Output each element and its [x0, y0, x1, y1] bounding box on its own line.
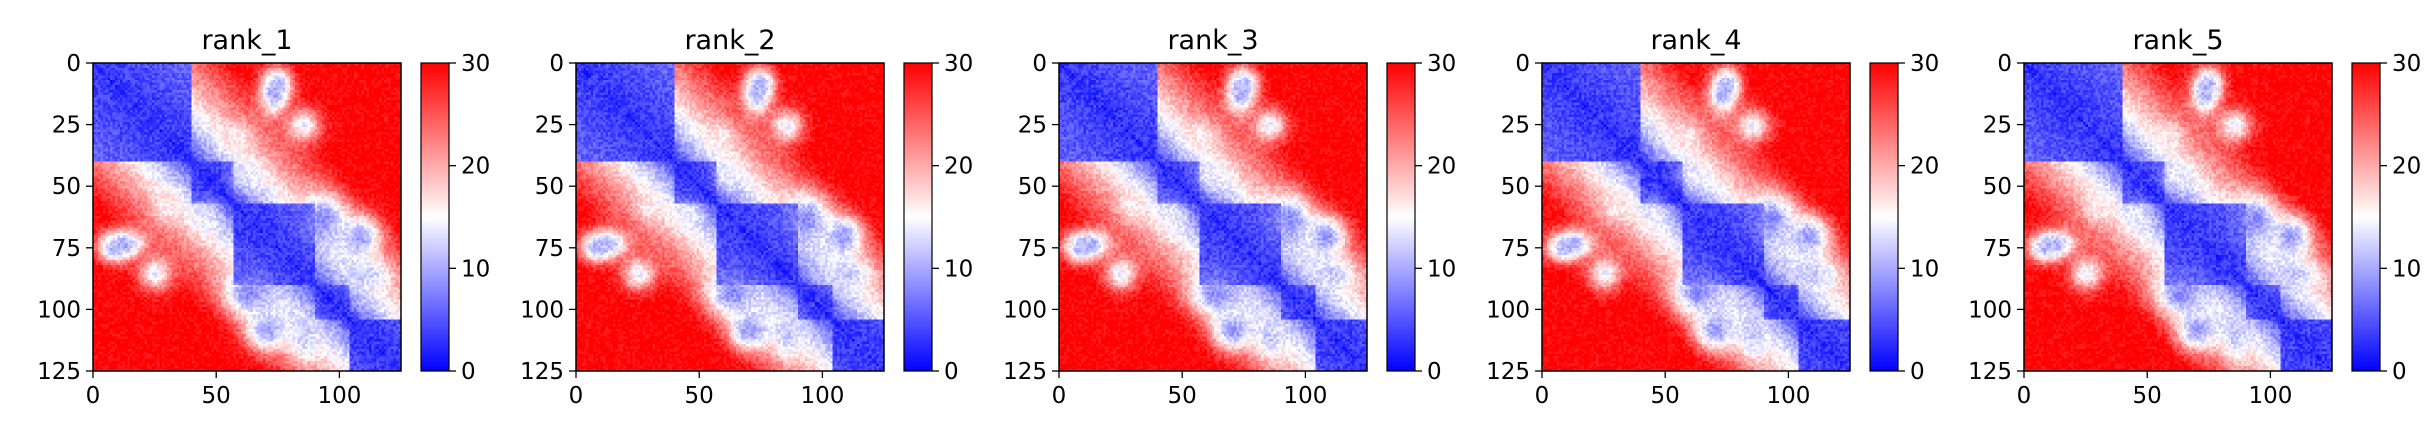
heatmap-image — [576, 63, 884, 371]
y-tick-label: 0 — [1997, 51, 2012, 77]
y-tick-label: 75 — [1501, 236, 1530, 262]
x-tick-label: 100 — [1766, 383, 1810, 409]
y-tick-label: 50 — [52, 174, 81, 200]
axes-frame — [92, 62, 402, 372]
y-tick-label: 25 — [1983, 113, 2012, 139]
x-tick-label: 0 — [569, 383, 584, 409]
colorbar-tick-label: 10 — [944, 256, 973, 282]
y-tick-label: 75 — [52, 236, 81, 262]
x-tick-label: 50 — [1168, 383, 1197, 409]
panel-title: rank_1 — [201, 25, 292, 56]
colorbar-tick-label: 20 — [1910, 154, 1939, 180]
colorbar-tick-label: 0 — [2392, 359, 2407, 385]
colorbar-tick-label: 10 — [1910, 256, 1939, 282]
y-tick-label: 125 — [1486, 359, 1530, 385]
x-tick-label: 100 — [2248, 383, 2292, 409]
heatmap-image — [1059, 63, 1367, 371]
colorbar — [420, 62, 450, 372]
axes-frame — [575, 62, 885, 372]
x-tick-label: 100 — [317, 383, 361, 409]
colorbar — [903, 62, 933, 372]
colorbar-tick-label: 30 — [1427, 51, 1456, 77]
y-tick-label: 100 — [520, 297, 564, 323]
x-tick-label: 100 — [800, 383, 844, 409]
colorbar — [1869, 62, 1899, 372]
axes-frame — [2023, 62, 2333, 372]
y-tick-label: 100 — [1486, 297, 1530, 323]
colorbar-tick-label: 30 — [1910, 51, 1939, 77]
colorbar-tick-label: 10 — [461, 256, 490, 282]
heatmap-image — [1542, 63, 1850, 371]
x-tick-label: 100 — [1283, 383, 1327, 409]
colorbar-tick-label: 0 — [1910, 359, 1925, 385]
panel-title: rank_5 — [2132, 25, 2223, 56]
y-tick-label: 75 — [1983, 236, 2012, 262]
y-tick-label: 25 — [535, 113, 564, 139]
colorbar-tick-label: 20 — [1427, 154, 1456, 180]
colorbar-tick-label: 30 — [2392, 51, 2421, 77]
x-tick-label: 50 — [1651, 383, 1680, 409]
colorbar-tick-label: 0 — [1427, 359, 1442, 385]
y-tick-label: 0 — [549, 51, 564, 77]
x-tick-label: 0 — [1052, 383, 1067, 409]
colorbar-tick-label: 0 — [944, 359, 959, 385]
colorbar-tick-label: 10 — [1427, 256, 1456, 282]
colorbar-tick-label: 30 — [944, 51, 973, 77]
x-tick-label: 50 — [202, 383, 231, 409]
y-tick-label: 25 — [52, 113, 81, 139]
x-tick-label: 0 — [86, 383, 101, 409]
y-tick-label: 125 — [1003, 359, 1047, 385]
y-tick-label: 50 — [535, 174, 564, 200]
colorbar-tick-label: 20 — [461, 154, 490, 180]
axes-frame — [1058, 62, 1368, 372]
heatmap-image — [93, 63, 401, 371]
y-tick-label: 0 — [1032, 51, 1047, 77]
x-tick-label: 0 — [1535, 383, 1550, 409]
y-tick-label: 0 — [1515, 51, 1530, 77]
colorbar-tick-label: 30 — [461, 51, 490, 77]
x-tick-label: 50 — [685, 383, 714, 409]
y-tick-label: 25 — [1501, 113, 1530, 139]
colorbar-tick-label: 10 — [2392, 256, 2421, 282]
x-tick-label: 0 — [2017, 383, 2032, 409]
y-tick-label: 100 — [1003, 297, 1047, 323]
y-tick-label: 50 — [1501, 174, 1530, 200]
y-tick-label: 100 — [1968, 297, 2012, 323]
y-tick-label: 25 — [1018, 113, 1047, 139]
colorbar-tick-label: 0 — [461, 359, 476, 385]
colorbar — [1386, 62, 1416, 372]
y-tick-label: 100 — [37, 297, 81, 323]
colorbar-tick-label: 20 — [2392, 154, 2421, 180]
y-tick-label: 125 — [1968, 359, 2012, 385]
y-tick-label: 125 — [37, 359, 81, 385]
y-tick-label: 50 — [1983, 174, 2012, 200]
colorbar-tick-label: 20 — [944, 154, 973, 180]
y-tick-label: 75 — [535, 236, 564, 262]
panel-title: rank_2 — [684, 25, 775, 56]
y-tick-label: 0 — [66, 51, 81, 77]
y-tick-label: 50 — [1018, 174, 1047, 200]
y-tick-label: 125 — [520, 359, 564, 385]
panel-title: rank_3 — [1167, 25, 1258, 56]
panel-title: rank_4 — [1650, 25, 1741, 56]
x-tick-label: 50 — [2133, 383, 2162, 409]
heatmap-image — [2024, 63, 2332, 371]
axes-frame — [1541, 62, 1851, 372]
colorbar — [2351, 62, 2381, 372]
y-tick-label: 75 — [1018, 236, 1047, 262]
